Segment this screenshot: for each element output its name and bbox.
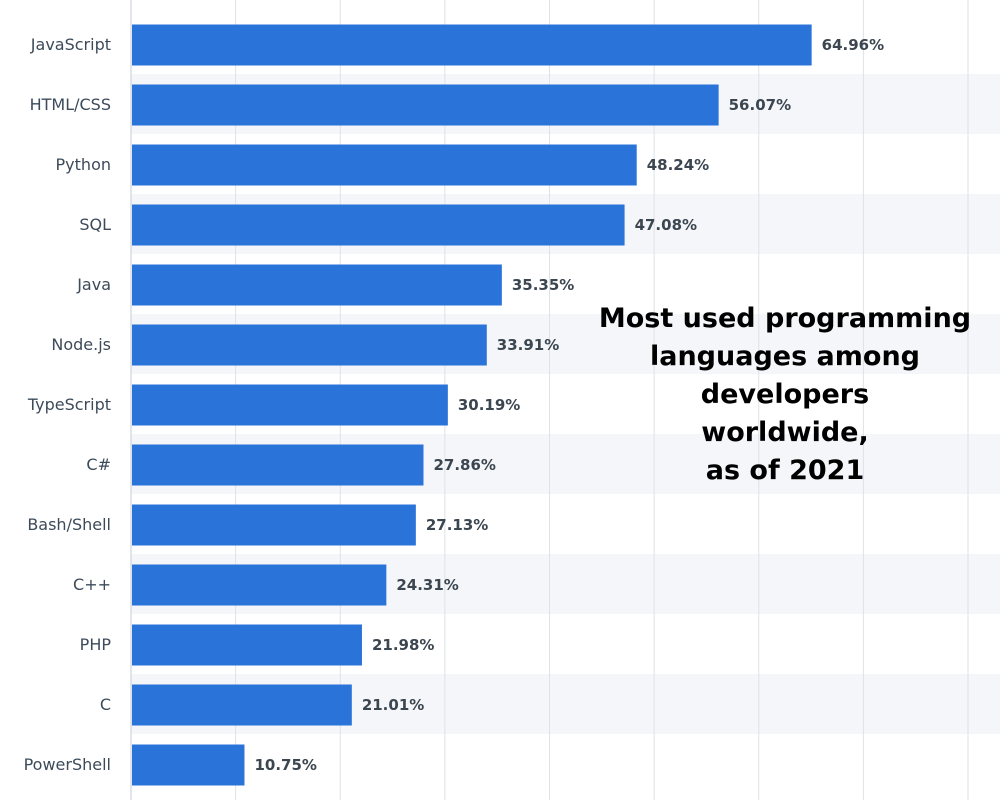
category-label: HTML/CSS <box>30 95 111 114</box>
value-label: 10.75% <box>254 756 316 774</box>
category-labels: JavaScript HTML/CSS Python SQL Java Node.js Ty… <box>24 35 112 774</box>
category-label: C# <box>86 455 111 474</box>
category-label: PowerShell <box>24 755 111 774</box>
bars <box>132 24 812 786</box>
bar <box>132 24 812 66</box>
category-label: SQL <box>79 215 111 234</box>
bar <box>132 504 416 546</box>
category-label: TypeScript <box>27 395 111 414</box>
value-labels: 64.96% 56.07% 48.24% 47.08% 35.35% 33.91% 30.1… <box>254 36 884 774</box>
bar <box>132 384 448 426</box>
category-label: Node.js <box>51 335 111 354</box>
value-label: 27.86% <box>433 456 495 474</box>
value-label: 56.07% <box>729 96 791 114</box>
value-label: 35.35% <box>512 276 574 294</box>
category-label: Python <box>56 155 111 174</box>
bar <box>132 264 502 306</box>
bar <box>132 624 362 666</box>
category-label: PHP <box>80 635 112 654</box>
value-label: 21.98% <box>372 636 434 654</box>
value-label: 47.08% <box>635 216 697 234</box>
bar <box>132 144 637 186</box>
bar <box>132 444 424 486</box>
category-label: C <box>100 695 111 714</box>
value-label: 24.31% <box>396 576 458 594</box>
category-label: Bash/Shell <box>27 515 111 534</box>
value-label: 48.24% <box>647 156 709 174</box>
value-label: 21.01% <box>362 696 424 714</box>
category-label: JavaScript <box>30 35 111 54</box>
bar <box>132 324 487 366</box>
category-label: C++ <box>73 575 111 594</box>
bar <box>132 744 245 786</box>
value-label: 64.96% <box>822 36 884 54</box>
bar <box>132 84 719 126</box>
gridlines <box>130 0 969 800</box>
category-label: Java <box>76 275 111 294</box>
value-label: 27.13% <box>426 516 488 534</box>
value-label: 33.91% <box>497 336 559 354</box>
value-label: 30.19% <box>458 396 520 414</box>
bar <box>132 684 352 726</box>
chart-title: Most used programming languages among de… <box>598 303 972 486</box>
bar <box>132 204 625 246</box>
bar <box>132 564 387 606</box>
